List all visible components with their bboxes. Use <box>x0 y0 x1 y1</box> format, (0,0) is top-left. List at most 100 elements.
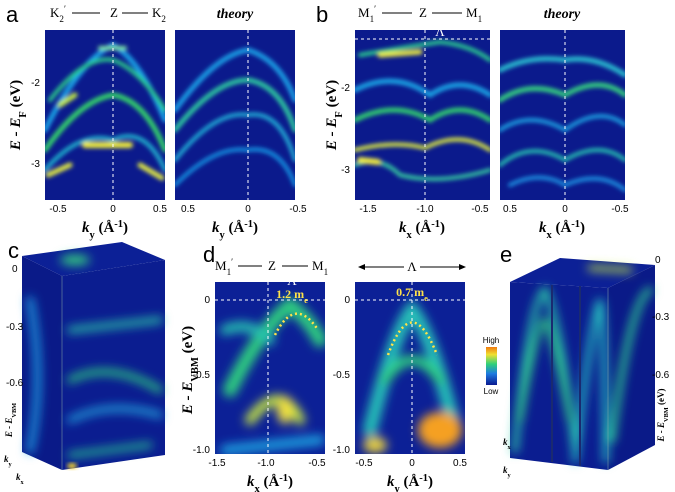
subscript: e <box>424 294 428 303</box>
y-tick-label: 0 <box>12 264 18 275</box>
x-tick-label: 0 <box>110 204 116 215</box>
subscript: 1 <box>324 267 329 277</box>
text-part: E - E <box>656 422 666 443</box>
text-part: k <box>503 465 508 475</box>
subscript: VBM <box>11 403 18 418</box>
theory-image <box>175 30 295 200</box>
point-label: M1′ <box>215 257 233 277</box>
x-axis-label: ky (Å-1) <box>82 219 128 241</box>
x-axis-label: kx (Å-1) <box>399 219 445 241</box>
text-part: K <box>50 5 60 20</box>
superscript: ′ <box>231 257 233 267</box>
axis-label: ky <box>4 454 13 468</box>
x-tick-label: -0.5 <box>49 204 67 215</box>
point-label: Z <box>268 258 276 273</box>
subscript: y <box>89 230 95 241</box>
subscript: x <box>406 230 412 241</box>
point-label: Z <box>419 5 427 20</box>
subscript: x <box>254 484 260 492</box>
colorbar-label: Low <box>484 387 499 396</box>
x-tick-label: -1.0 <box>416 204 434 215</box>
superscript: ′ <box>374 4 376 14</box>
x-tick-label: 0.5 <box>181 204 195 215</box>
superscript: -1 <box>244 219 253 230</box>
3d-box <box>22 242 165 470</box>
y-tick-label: -0.6 <box>6 378 24 389</box>
top-labels: M1′ Z M1 <box>215 257 328 277</box>
subscript: x <box>546 230 552 241</box>
superscript: -1 <box>114 219 123 230</box>
subscript: VBM <box>663 407 670 422</box>
panel-letter: c <box>8 238 19 263</box>
subscript: y <box>394 484 400 492</box>
y-tick-label: -0.5 <box>333 370 351 381</box>
superscript: -1 <box>571 219 580 230</box>
x-tick-label: 0.5 <box>503 204 517 215</box>
text-part: k <box>4 454 9 464</box>
theory-image <box>500 30 625 200</box>
x-tick-label: -0.5 <box>611 204 629 215</box>
text-part: (Å <box>552 220 572 236</box>
x-axis-label: kx (Å-1) <box>539 219 585 241</box>
panel-letter: a <box>6 2 19 27</box>
arpes-image <box>355 282 465 454</box>
y-tick-label: 0 <box>204 295 210 306</box>
text-part: M <box>466 5 478 20</box>
text-part: M <box>215 258 227 273</box>
text-part: k <box>539 220 547 236</box>
y-axis-label: E - EVBM (eV) <box>180 326 201 415</box>
text-part: 1.2 m <box>276 287 304 301</box>
x-tick-label: -1.5 <box>208 458 226 469</box>
subscript: x <box>508 444 512 451</box>
3d-box <box>510 258 655 470</box>
colorbar-label: High <box>483 336 499 345</box>
x-tick-label: -1.0 <box>257 458 275 469</box>
x-tick-label: -0.5 <box>355 458 373 469</box>
point-label: M1 <box>466 5 482 24</box>
panel-letter: b <box>316 2 328 27</box>
text-part: (Å <box>412 220 432 236</box>
x-tick-label: 0 <box>245 204 251 215</box>
subscript: y <box>9 461 13 468</box>
y-tick-label: -0.6 <box>652 370 670 381</box>
y-tick-label: -3 <box>341 165 350 176</box>
x-tick-label: 0.5 <box>153 204 167 215</box>
y-axis-label: E - EF (eV) <box>324 80 345 151</box>
point-label: K2 <box>152 5 166 24</box>
text-part: k <box>247 474 255 490</box>
text-part: (Å <box>95 220 115 236</box>
subscript: F <box>334 111 345 117</box>
y-tick-label: -0.3 <box>6 322 24 333</box>
y-tick-label: -3 <box>31 159 40 170</box>
point-label: K2′ <box>50 4 66 24</box>
axis-label: kx <box>503 437 512 451</box>
subscript: y <box>219 230 225 241</box>
arrow-label: Λ <box>358 259 466 274</box>
superscript: -1 <box>431 219 440 230</box>
arpes-image <box>45 30 165 200</box>
text-part: (eV) <box>8 80 24 111</box>
text-part: K <box>152 5 162 20</box>
x-axis-label: ky (Å-1) <box>387 473 433 492</box>
text-part: k <box>387 474 395 490</box>
theory-label: theory <box>217 7 254 22</box>
text-part: ) <box>440 220 445 236</box>
text-part: ) <box>288 474 293 490</box>
subscript: x <box>21 479 25 486</box>
subscript: 1 <box>227 267 232 277</box>
x-tick-label: 0 <box>562 204 568 215</box>
point-label: M1 <box>312 258 328 277</box>
x-axis-label: kx (Å-1) <box>247 473 293 492</box>
text-part: ) <box>123 220 128 236</box>
text-part: (eV) <box>656 389 666 408</box>
axis-label: kx <box>16 472 25 486</box>
text-part: (Å <box>260 474 280 490</box>
x-tick-label: -0.5 <box>471 204 489 215</box>
y-tick-label: 0 <box>344 295 350 306</box>
lambda-label: Λ <box>287 273 297 288</box>
arpes-image <box>355 30 490 200</box>
x-tick-label: -1.5 <box>359 204 377 215</box>
point-label: M1′ <box>358 4 376 24</box>
text-part: M <box>358 5 370 20</box>
text-part: k <box>503 437 508 447</box>
